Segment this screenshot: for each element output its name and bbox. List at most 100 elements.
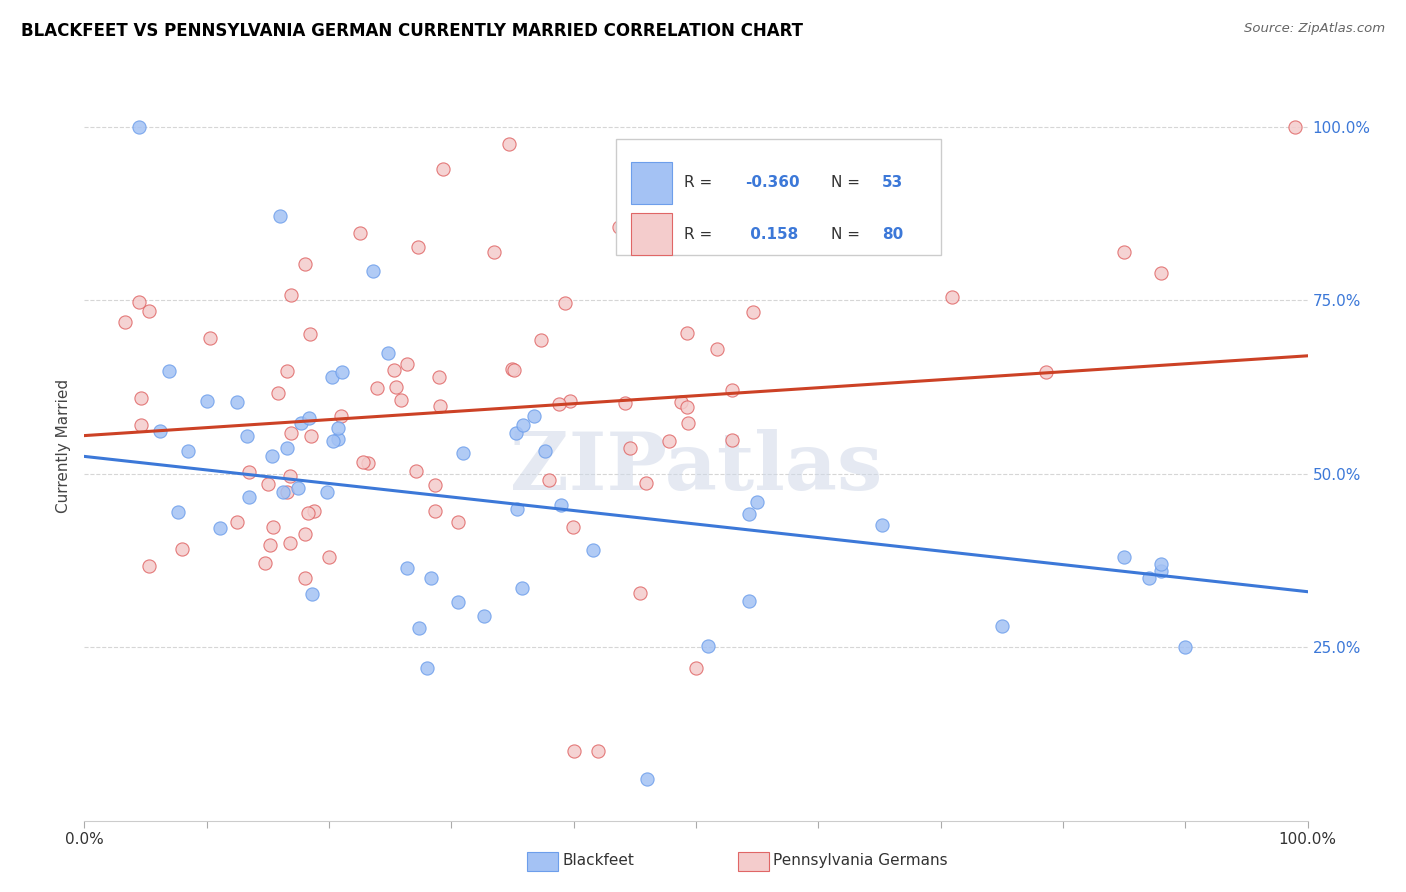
Point bbox=[280, 425, 302, 440]
Point bbox=[138, 303, 160, 318]
Point bbox=[416, 661, 439, 675]
Point bbox=[550, 499, 572, 513]
Point bbox=[276, 442, 298, 456]
Text: -0.360: -0.360 bbox=[745, 176, 800, 190]
Text: 80: 80 bbox=[882, 227, 903, 242]
Point bbox=[167, 505, 190, 519]
Point bbox=[738, 508, 761, 522]
Point bbox=[128, 294, 150, 309]
Point bbox=[278, 536, 301, 550]
Point bbox=[738, 594, 761, 608]
Point bbox=[510, 581, 533, 595]
Point bbox=[349, 226, 371, 240]
Point bbox=[253, 556, 276, 570]
Point bbox=[389, 393, 412, 408]
Point bbox=[628, 586, 651, 600]
Point bbox=[269, 209, 291, 223]
Text: R =: R = bbox=[683, 176, 717, 190]
Point bbox=[395, 561, 418, 575]
Point bbox=[558, 393, 581, 408]
Point bbox=[396, 357, 419, 371]
Point bbox=[1114, 244, 1136, 259]
Point bbox=[607, 220, 630, 235]
Point bbox=[447, 595, 470, 609]
Point bbox=[562, 520, 585, 534]
Point bbox=[671, 394, 693, 409]
Point bbox=[533, 444, 555, 458]
Point bbox=[427, 369, 450, 384]
Point bbox=[709, 231, 731, 245]
Point bbox=[405, 464, 427, 478]
Point bbox=[447, 515, 470, 529]
Text: N =: N = bbox=[831, 227, 865, 242]
Bar bbox=[631, 162, 672, 203]
Point bbox=[149, 424, 172, 438]
Point bbox=[530, 333, 553, 347]
Point bbox=[287, 481, 309, 495]
Point bbox=[1150, 557, 1173, 571]
Point bbox=[941, 290, 963, 304]
Point bbox=[321, 370, 343, 384]
Point bbox=[408, 239, 430, 253]
Point bbox=[322, 434, 344, 448]
Point bbox=[1284, 120, 1306, 134]
Text: Blackfeet: Blackfeet bbox=[562, 854, 634, 868]
FancyBboxPatch shape bbox=[616, 139, 941, 255]
Point bbox=[278, 469, 301, 483]
Point bbox=[236, 429, 259, 443]
Point bbox=[614, 396, 637, 410]
Point bbox=[262, 520, 284, 534]
Point bbox=[225, 395, 247, 409]
Point bbox=[302, 504, 325, 518]
Bar bbox=[631, 213, 672, 254]
Text: Pennsylvania Germans: Pennsylvania Germans bbox=[773, 854, 948, 868]
Point bbox=[658, 434, 681, 448]
Point bbox=[129, 391, 152, 405]
Point bbox=[157, 364, 180, 378]
Point bbox=[562, 744, 585, 758]
Point bbox=[636, 476, 658, 491]
Point bbox=[366, 381, 388, 395]
Point bbox=[172, 541, 194, 556]
Point bbox=[257, 477, 280, 491]
Point bbox=[290, 416, 312, 430]
Point bbox=[676, 326, 699, 340]
Point bbox=[294, 257, 316, 271]
Y-axis label: Currently Married: Currently Married bbox=[56, 379, 72, 513]
Point bbox=[352, 455, 374, 469]
Point bbox=[582, 542, 605, 557]
Point bbox=[299, 429, 322, 443]
Point bbox=[554, 296, 576, 310]
Text: R =: R = bbox=[683, 227, 717, 242]
Point bbox=[721, 433, 744, 447]
Text: 53: 53 bbox=[882, 176, 903, 190]
Point bbox=[429, 400, 451, 414]
Point bbox=[505, 425, 527, 440]
Point bbox=[636, 772, 658, 786]
Point bbox=[1114, 549, 1136, 564]
Point bbox=[114, 316, 136, 330]
Point bbox=[297, 507, 319, 521]
Point bbox=[328, 421, 350, 435]
Point bbox=[678, 416, 700, 430]
Point bbox=[259, 537, 281, 551]
Text: Source: ZipAtlas.com: Source: ZipAtlas.com bbox=[1244, 22, 1385, 36]
Point bbox=[697, 639, 720, 653]
Point bbox=[209, 521, 232, 535]
Point bbox=[1150, 564, 1173, 578]
Point bbox=[328, 433, 350, 447]
Point bbox=[271, 484, 294, 499]
Point bbox=[451, 446, 474, 460]
Point bbox=[361, 264, 384, 278]
Point bbox=[177, 443, 200, 458]
Text: BLACKFEET VS PENNSYLVANIA GERMAN CURRENTLY MARRIED CORRELATION CHART: BLACKFEET VS PENNSYLVANIA GERMAN CURRENT… bbox=[21, 22, 803, 40]
Point bbox=[377, 345, 399, 359]
Point bbox=[298, 410, 321, 425]
Point bbox=[870, 518, 893, 533]
Text: N =: N = bbox=[831, 176, 865, 190]
Point bbox=[1137, 571, 1160, 585]
Point bbox=[742, 305, 765, 319]
Text: ZIPatlas: ZIPatlas bbox=[510, 429, 882, 508]
Point bbox=[299, 327, 322, 342]
Point bbox=[586, 744, 609, 758]
